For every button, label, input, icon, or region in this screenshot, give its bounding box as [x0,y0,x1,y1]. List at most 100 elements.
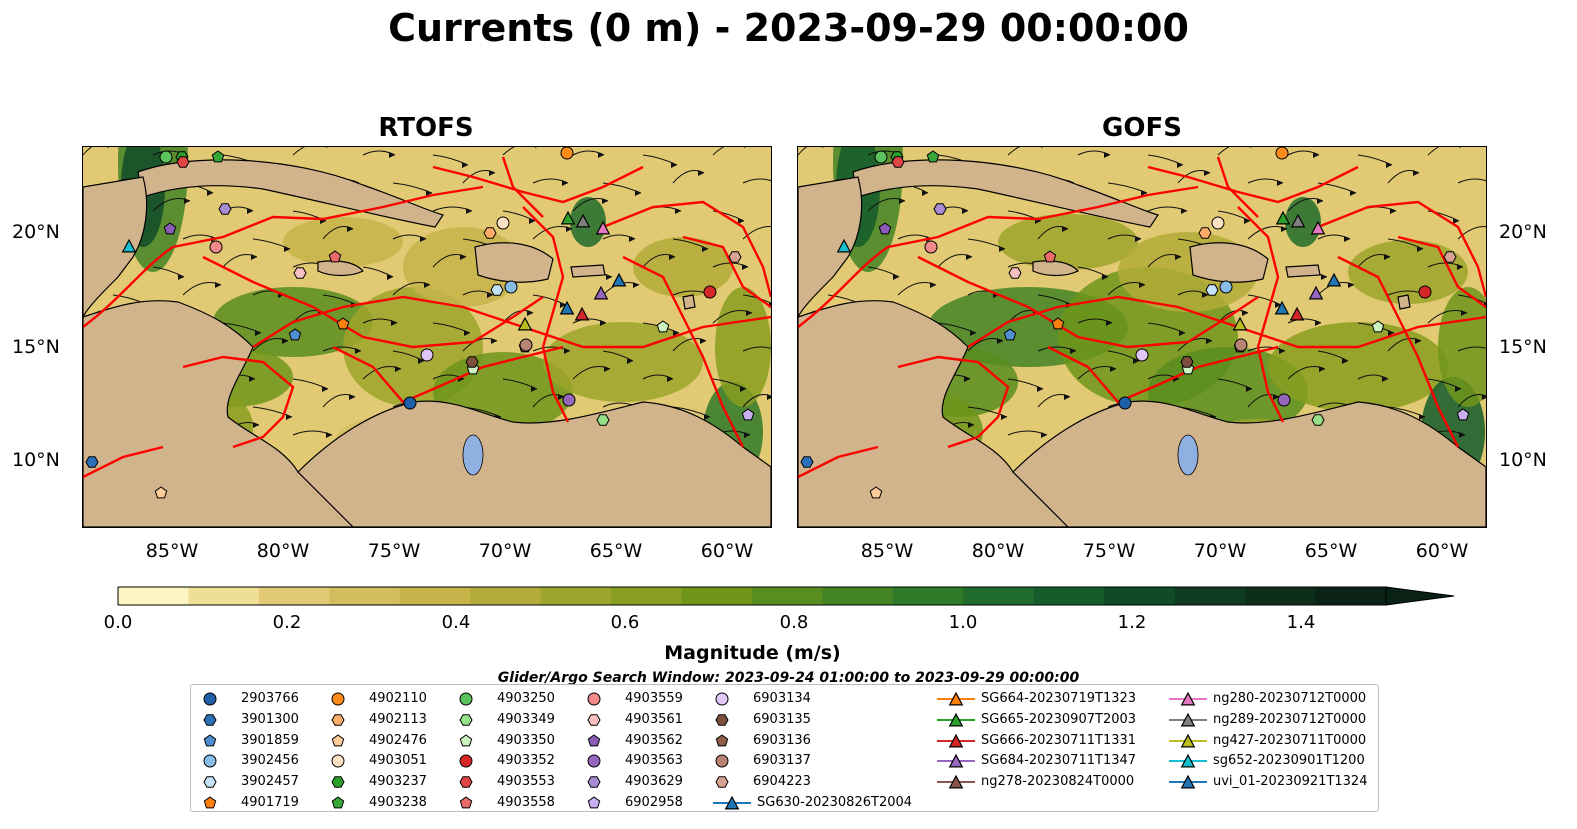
legend-label: SG664-20230719T1323 [981,691,1137,706]
streamline-arrow [207,190,213,196]
argo-marker-3901300 [85,456,99,468]
argo-marker-4903553 [891,156,905,168]
streamline-arrow [1382,376,1388,382]
eez-boundary-line [83,445,164,479]
streamline [1077,266,1109,278]
streamline [1007,147,1021,156]
legend-label: 3902456 [241,753,299,769]
glider-marker-SG630-20230826T2004 [611,272,627,287]
figure-title: Currents (0 m) - 2023-09-29 00:00:00 [388,6,1189,50]
legend-marker-4903237 [331,776,345,788]
colorbar-segment [611,587,683,605]
streamline-arrow [1242,310,1248,316]
streamline-arrow [560,302,566,308]
streamline [742,346,771,352]
streamline-arrow [564,348,570,354]
legend-marker-4903561 [587,714,601,726]
streamline-arrow [669,254,675,260]
streamline-arrow [1342,358,1348,364]
streamline-arrow [1064,394,1070,400]
streamline-arrow [1417,246,1423,252]
glider-marker-SG630-20230826T2004 [1326,272,1342,287]
argo-marker-3902457 [490,284,504,296]
streamline-arrow [424,282,430,288]
streamline-arrow [1386,162,1392,168]
streamline-arrow [347,226,353,232]
legend-marker-4902113 [331,714,345,726]
magnitude-blob [570,197,606,247]
eez-boundary-line [432,165,644,204]
legend-label: 6903136 [753,732,811,748]
streamline-arrow [970,330,976,336]
streamline-arrow [253,422,259,428]
streamline-arrow [1041,432,1047,438]
glider-marker-ng280-20230712T0000 [1310,220,1326,235]
legend-marker-4903629 [587,776,601,788]
argo-marker-4903352 [1418,285,1432,299]
streamline [742,178,771,184]
eez-boundary-line [1147,165,1359,204]
legend-marker-3901300 [203,714,217,726]
legend-label: 4903350 [497,732,555,748]
streamline-arrow [1246,386,1252,392]
argo-marker-4903559 [924,240,938,254]
colorbar-segment [752,587,823,605]
eez-boundary-line [1397,235,1486,308]
streamline-arrow [355,348,361,354]
colorbar-segment [1104,587,1176,605]
current-map-gofs [798,147,1486,527]
argo-marker-6903137 [1234,338,1248,352]
streamline-arrow [531,386,537,392]
streamline-arrow [1273,394,1279,400]
legend-marker-SG630-20230826T2004 [724,795,740,810]
legend-label: SG630-20230826T2004 [757,795,913,810]
magnitude-blob [283,217,403,267]
streamline-arrow [282,338,288,344]
argo-marker-4903349 [1311,414,1325,426]
streamline-arrow [1041,147,1043,148]
legend-marker-2903766 [203,692,217,706]
streamline-arrow [1244,218,1250,224]
streamline-arrow [562,180,568,186]
streamline-arrow [1279,348,1285,354]
streamline-arrow [247,208,253,214]
legend-label: 6903134 [753,691,811,706]
argo-marker-6903134 [420,348,434,362]
glider-marker-SG684-20230711T1347 [593,285,609,300]
magnitude-blob [715,287,771,407]
streamline-arrow [1177,162,1183,168]
landmass-hispaniola [1189,242,1269,283]
streamline-arrow [744,432,750,438]
colorbar-tick-0: 0.0 [103,612,133,633]
colorbar [117,586,1455,606]
legend-label: 4903238 [369,795,427,810]
streamline-arrow [1344,236,1350,242]
glider-marker-SG665-20230907T2003 [560,210,576,225]
streamline [742,226,771,240]
landmass-hispaniola [474,242,554,283]
colorbar-segment [1315,587,1387,605]
argo-marker-4903558 [328,250,342,263]
argo-marker-4902110 [560,147,574,160]
argo-marker-4902113 [1198,227,1212,239]
eez-boundary-line [602,200,771,298]
landmass-south-america [1012,400,1486,527]
argo-marker-3902457 [1205,284,1219,296]
colorbar-tick-0-4: 0.4 [441,612,471,633]
legend-label: SG665-20230907T2003 [981,711,1137,727]
legend-marker-SG665-20230907T2003 [948,712,964,727]
streamline-arrow [767,394,771,400]
streamline-arrow [893,274,899,280]
streamline-arrow [249,376,255,382]
glider-marker-SG665-20230907T2003 [1275,210,1291,225]
streamline-arrow [1453,218,1459,224]
magnitude-blob [1285,197,1321,247]
legend-marker-4903553 [459,776,473,788]
lat-tick-right-15: 15°N [1499,336,1547,358]
glider-marker-ng289-20230712T0000 [575,213,591,228]
streamline-arrow [1388,330,1394,336]
map-panel-rtofs [82,146,772,528]
land [798,159,1486,527]
argo-marker-4903562 [163,222,177,235]
streamline-arrow [635,190,641,196]
